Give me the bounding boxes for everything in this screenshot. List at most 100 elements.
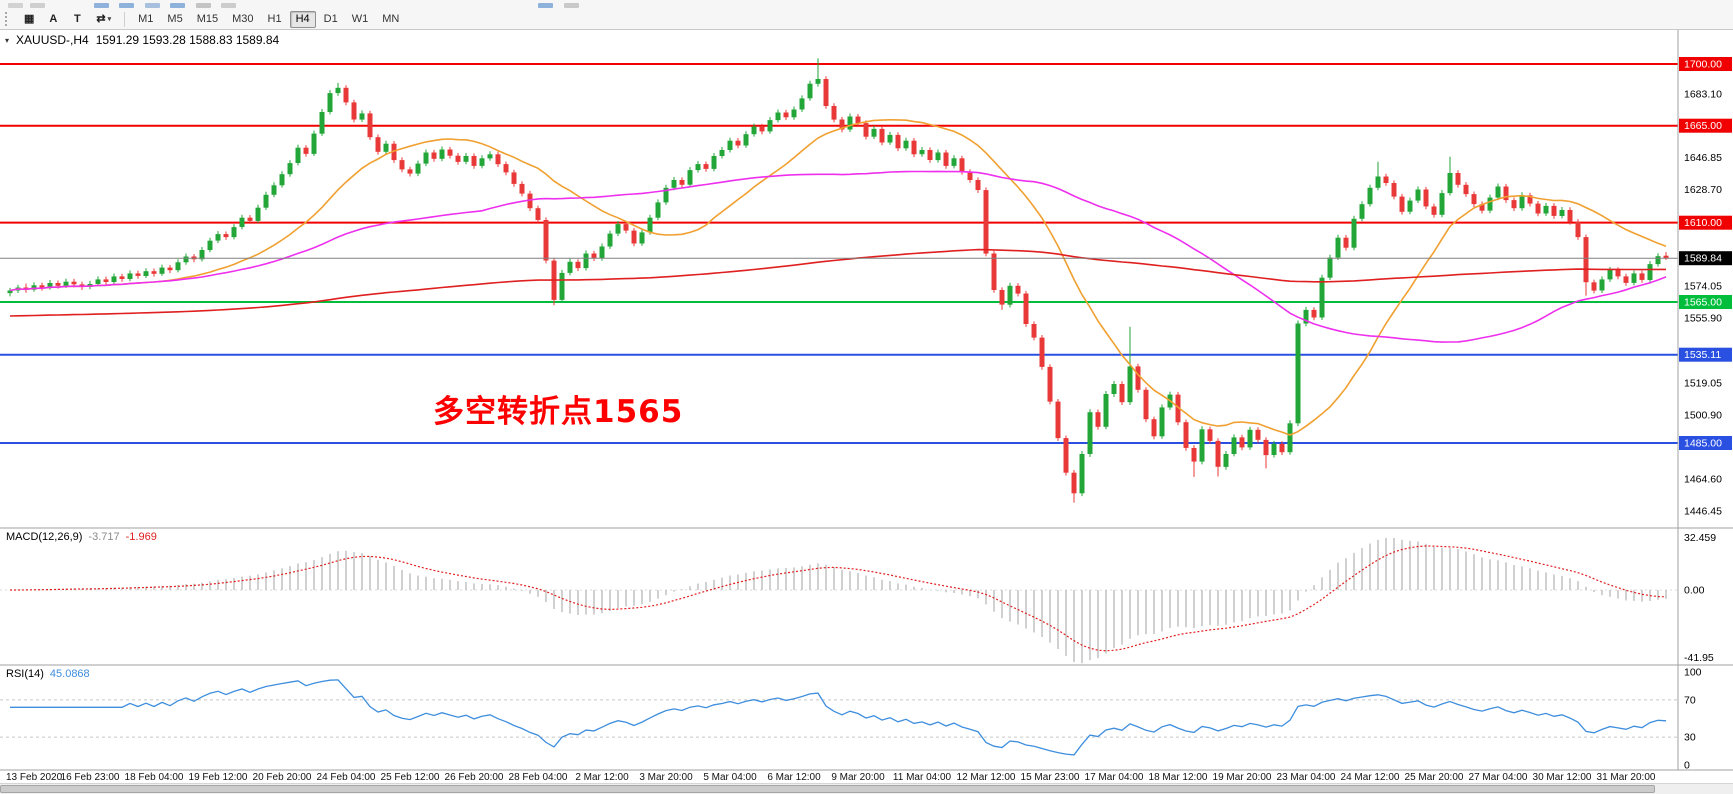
clipped-icon (564, 3, 579, 8)
candle (423, 149, 429, 167)
time-axis-label: 25 Mar 20:00 (1405, 772, 1464, 783)
rsi-axis-tick: 30 (1684, 732, 1696, 744)
time-axis-label: 25 Feb 12:00 (381, 772, 440, 783)
candle (367, 110, 373, 140)
price-level-label: 1565.00 (1679, 295, 1732, 309)
time-axis-label: 6 Mar 12:00 (767, 772, 821, 783)
candle (495, 151, 501, 167)
timeframe-button-h1[interactable]: H1 (262, 11, 288, 28)
candle (895, 132, 901, 152)
candle (1119, 381, 1125, 405)
time-axis-label: 13 Feb 2020 (6, 772, 63, 783)
candle (359, 110, 365, 122)
candle (95, 276, 101, 287)
h-scrollbar[interactable] (0, 783, 1733, 794)
macd-axis-tick: 32.459 (1684, 532, 1716, 544)
candle (23, 283, 29, 293)
cycle-timeframes-tool-button[interactable]: ⇄ ▾ (90, 11, 117, 28)
timeframe-button-d1[interactable]: D1 (318, 11, 344, 28)
candle (775, 109, 781, 123)
time-axis-label: 24 Mar 12:00 (1341, 772, 1400, 783)
rsi-axis-tick: 100 (1684, 667, 1702, 679)
candle (639, 229, 645, 246)
time-axis-label: 17 Mar 04:00 (1085, 772, 1144, 783)
candle (1439, 190, 1445, 218)
timeframe-toolbar: M1 M5 M15 M30 H1 H4 D1 W1 MN (131, 10, 406, 28)
time-axis-label: 16 Feb 23:00 (61, 772, 120, 783)
candle (935, 149, 941, 163)
annotation-text[interactable]: 多空转折点1565 (433, 394, 684, 430)
candle (143, 268, 149, 278)
price-level-label: 1700.00 (1679, 57, 1732, 71)
candle (767, 117, 773, 134)
candle (887, 131, 893, 145)
price-axis-tick: 1555.90 (1684, 313, 1722, 325)
candle (1103, 391, 1109, 430)
timeframe-button-m15[interactable]: M15 (191, 11, 224, 28)
candle (999, 287, 1005, 310)
candle (591, 250, 597, 262)
text-label-tool-button[interactable]: T (66, 11, 88, 28)
time-axis-label: 5 Mar 04:00 (703, 772, 757, 783)
candle (1423, 186, 1429, 210)
time-axis-label: 27 Mar 04:00 (1469, 772, 1528, 783)
price-axis-tick: 1500.90 (1684, 410, 1722, 422)
candle (183, 253, 189, 265)
macd-indicator-name: MACD(12,26,9) (6, 531, 83, 543)
candle (1239, 434, 1245, 451)
candle (1471, 191, 1477, 207)
candle (1095, 409, 1101, 430)
candle (399, 157, 405, 173)
candle (1071, 470, 1077, 503)
chart-grid-tool-button[interactable]: ▦ (18, 11, 40, 28)
price-level-label: 1610.00 (1679, 215, 1732, 230)
candle (407, 166, 413, 177)
macd-signal-line (10, 545, 1667, 652)
svg-text:1565.00: 1565.00 (1684, 297, 1722, 309)
timeframe-button-w1[interactable]: W1 (346, 11, 375, 28)
candle (167, 265, 173, 274)
candle (727, 137, 733, 153)
candle (791, 106, 797, 120)
candle (1007, 282, 1013, 308)
candle (871, 125, 877, 140)
candle (471, 153, 477, 169)
timeframe-button-h4[interactable]: H4 (289, 10, 316, 28)
ma-line-20 (9, 118, 1667, 436)
candle (1591, 279, 1597, 294)
candle (783, 109, 789, 121)
text-annotation-tool-button[interactable]: A (42, 11, 64, 28)
svg-text:1700.00: 1700.00 (1684, 59, 1722, 71)
candle (1343, 235, 1349, 251)
candle (135, 270, 141, 279)
candle (455, 153, 461, 165)
candle (255, 204, 261, 223)
timeframe-button-m30[interactable]: M30 (226, 11, 259, 28)
rsi-axis-tick: 70 (1684, 694, 1696, 706)
candle (815, 58, 821, 87)
candle (879, 126, 885, 146)
h-scrollbar-thumb[interactable] (0, 785, 1655, 793)
price-level-label: 1485.00 (1679, 436, 1732, 450)
candle (943, 149, 949, 169)
time-axis-label: 20 Feb 20:00 (253, 772, 312, 783)
timeframe-button-m1[interactable]: M1 (132, 11, 159, 28)
candle (1655, 253, 1661, 267)
candle (655, 199, 661, 221)
svg-text:1665.00: 1665.00 (1684, 120, 1722, 132)
timeframe-button-m5[interactable]: M5 (161, 11, 188, 28)
candle (1279, 441, 1285, 455)
cycle-timeframes-tool-icon: ⇄ (96, 12, 106, 25)
macd-histogram (17, 537, 1667, 664)
toolbar-grip[interactable] (5, 12, 12, 26)
candle (1375, 161, 1381, 191)
clipped-icon (94, 3, 109, 8)
timeframe-button-mn[interactable]: MN (376, 11, 405, 28)
svg-text:1485.00: 1485.00 (1684, 438, 1722, 450)
candle (1639, 270, 1645, 283)
candle (1367, 184, 1373, 207)
candle (1215, 438, 1221, 477)
candle (1335, 234, 1341, 260)
candle (759, 123, 765, 135)
